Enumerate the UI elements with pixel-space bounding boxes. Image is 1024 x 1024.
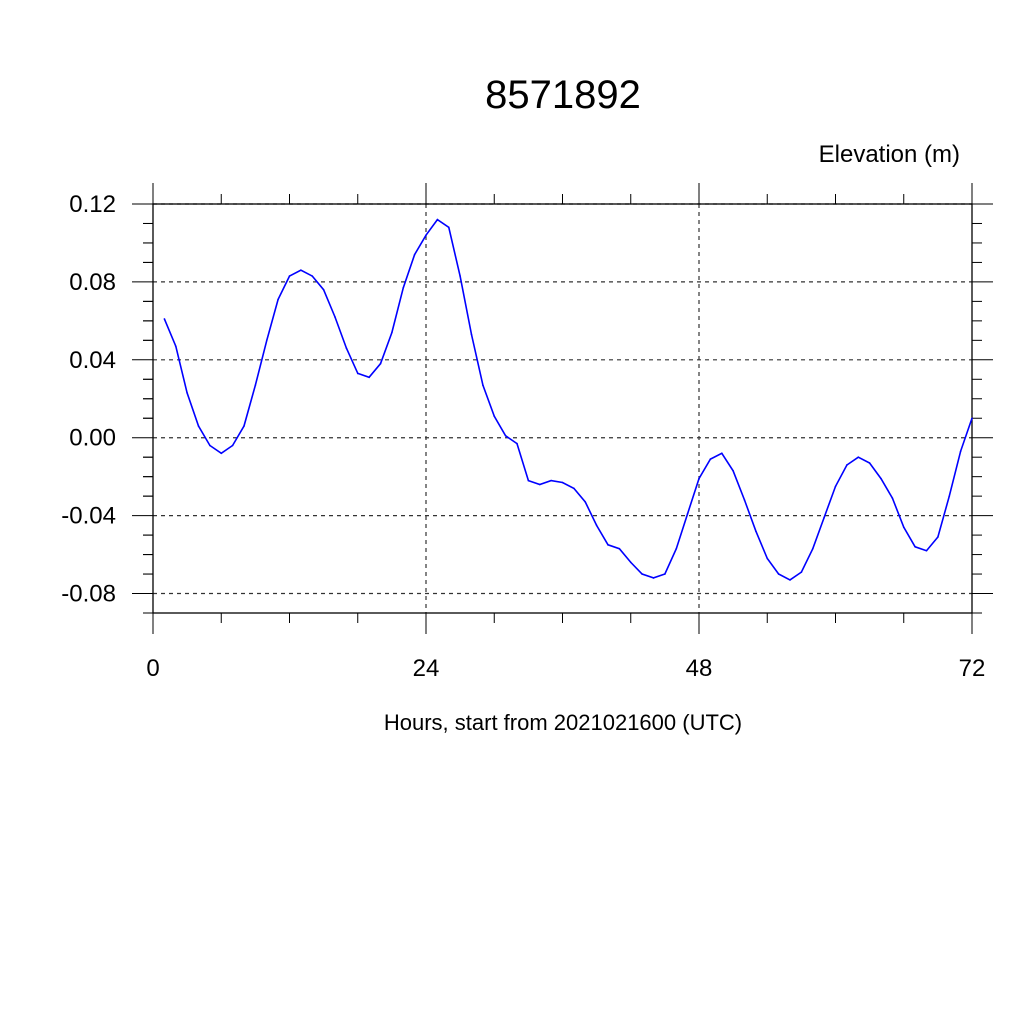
y-axis-label: Elevation (m) bbox=[819, 141, 960, 168]
x-axis-label: Hours, start from 2021021600 (UTC) bbox=[384, 710, 742, 735]
y-tick-label: 0.00 bbox=[69, 425, 116, 452]
data-point bbox=[265, 339, 268, 342]
tick-labels: -0.08 -0.04 0.00 0.04 0.08 0.12 0 24 48 72 bbox=[61, 191, 985, 682]
y-tick-label: 0.12 bbox=[69, 191, 116, 218]
data-point bbox=[755, 530, 757, 532]
data-point bbox=[174, 345, 177, 347]
data-point bbox=[618, 547, 621, 550]
data-point bbox=[243, 425, 245, 427]
data-point bbox=[482, 384, 484, 386]
data-point bbox=[550, 479, 552, 482]
data-point bbox=[686, 512, 689, 515]
data-point bbox=[356, 372, 359, 375]
data-point bbox=[834, 485, 837, 488]
series bbox=[163, 218, 973, 581]
data-point bbox=[766, 557, 769, 560]
data-point bbox=[811, 547, 814, 550]
data-point bbox=[436, 218, 439, 221]
data-point bbox=[504, 434, 507, 437]
data-point bbox=[447, 226, 450, 229]
data-point bbox=[425, 234, 427, 236]
series-line bbox=[163, 218, 973, 581]
data-point bbox=[345, 347, 348, 349]
y-tick-label: -0.08 bbox=[61, 581, 116, 608]
data-point bbox=[641, 573, 643, 575]
y-tick-label: -0.04 bbox=[61, 503, 116, 530]
data-point bbox=[925, 549, 928, 552]
x-tick-label: 48 bbox=[686, 655, 713, 682]
data-point bbox=[527, 479, 530, 482]
data-point bbox=[948, 495, 951, 497]
data-point bbox=[880, 477, 882, 480]
data-point bbox=[300, 269, 302, 272]
data-point bbox=[334, 316, 336, 318]
data-point bbox=[277, 298, 279, 301]
data-point bbox=[288, 275, 291, 277]
data-point bbox=[538, 483, 541, 486]
data-point bbox=[402, 286, 405, 289]
x-tick-label: 24 bbox=[413, 655, 440, 682]
data-point bbox=[493, 415, 496, 418]
data-point bbox=[857, 456, 860, 458]
data-point bbox=[231, 444, 234, 447]
grid bbox=[153, 203, 972, 613]
data-point bbox=[664, 573, 666, 575]
data-point bbox=[607, 544, 609, 546]
data-point bbox=[163, 318, 166, 320]
y-tick-label: 0.04 bbox=[69, 347, 116, 374]
data-point bbox=[186, 392, 188, 394]
data-point bbox=[971, 417, 973, 420]
data-point bbox=[254, 384, 257, 386]
data-point bbox=[846, 464, 848, 466]
data-point bbox=[720, 452, 723, 455]
data-point bbox=[391, 331, 393, 334]
data-point bbox=[959, 450, 962, 453]
data-point bbox=[868, 462, 871, 464]
y-tick-label: 0.08 bbox=[69, 269, 116, 296]
data-point bbox=[732, 470, 734, 472]
plot-frame bbox=[152, 203, 973, 614]
data-point bbox=[413, 253, 416, 256]
data-point bbox=[470, 333, 473, 336]
axes bbox=[132, 183, 993, 634]
data-point bbox=[800, 571, 803, 573]
data-point bbox=[629, 561, 632, 564]
data-point bbox=[573, 487, 575, 490]
data-point bbox=[220, 452, 223, 455]
data-point bbox=[698, 477, 700, 480]
data-point bbox=[709, 458, 712, 460]
data-point bbox=[368, 376, 370, 379]
data-point bbox=[914, 545, 916, 548]
data-point bbox=[516, 442, 518, 445]
data-point bbox=[777, 573, 780, 575]
data-point bbox=[823, 516, 825, 519]
data-point bbox=[561, 481, 564, 484]
data-point bbox=[584, 501, 587, 503]
data-point bbox=[743, 499, 746, 501]
data-point bbox=[891, 497, 894, 499]
data-point bbox=[789, 579, 791, 581]
data-point bbox=[197, 425, 200, 427]
data-point bbox=[322, 288, 325, 291]
data-point bbox=[209, 444, 211, 447]
data-point bbox=[379, 362, 382, 365]
x-tick-label: 72 bbox=[959, 655, 986, 682]
data-point bbox=[675, 547, 678, 550]
data-point bbox=[902, 526, 905, 529]
data-point bbox=[595, 524, 598, 527]
data-point bbox=[311, 275, 314, 277]
data-point bbox=[459, 275, 461, 277]
data-point bbox=[937, 536, 939, 538]
chart-title: 8571892 bbox=[485, 73, 641, 117]
x-tick-label: 0 bbox=[146, 655, 159, 682]
data-point bbox=[652, 577, 655, 579]
